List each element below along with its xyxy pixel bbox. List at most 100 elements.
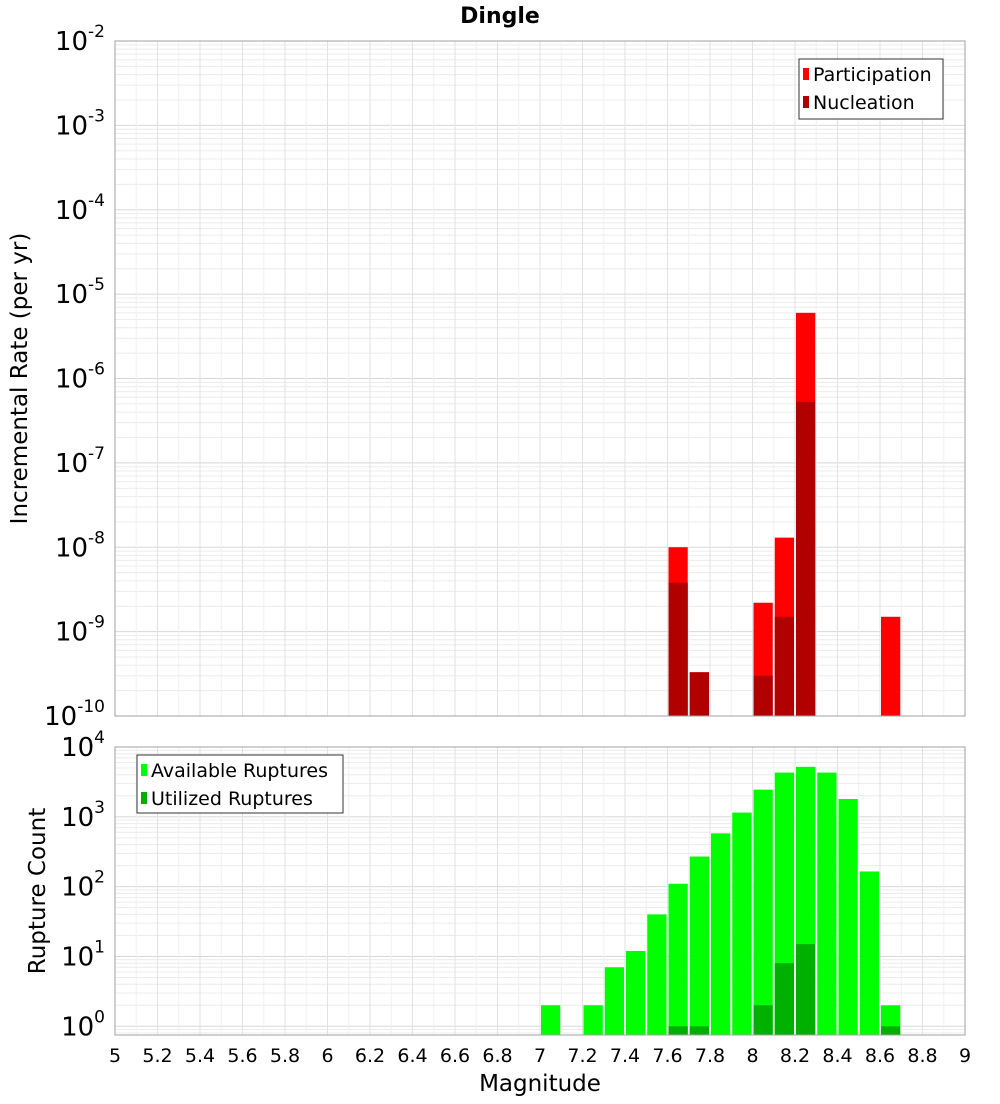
x-tick-label: 7	[534, 1045, 546, 1067]
available-ruptures-bar	[753, 789, 773, 1035]
x-tick-label: 8.4	[822, 1045, 852, 1067]
legend-swatch	[141, 764, 147, 776]
legend-swatch	[141, 792, 147, 804]
y-axis-label-1: Incremental Rate (per yr)	[7, 233, 33, 525]
y-tick-label: 10-5	[55, 275, 105, 310]
legend-entry-label: Utilized Ruptures	[151, 788, 313, 810]
y-tick-base: 10	[55, 27, 88, 57]
grid-1	[114, 40, 966, 717]
x-tick-label: 6.8	[482, 1045, 512, 1067]
chart-title: Dingle	[460, 4, 540, 29]
x-tick-label: 7.6	[652, 1045, 682, 1067]
y-tick-exponent: -2	[88, 22, 105, 42]
y-tick-base: 10	[55, 196, 88, 226]
x-tick-label: 6	[321, 1045, 333, 1067]
legend-entry-label: Nucleation	[813, 92, 915, 114]
available-ruptures-bar	[732, 812, 752, 1035]
utilized-ruptures-bar	[668, 1026, 688, 1035]
y-tick-label: 10-8	[55, 528, 105, 563]
y-axis-label-2: Rupture Count	[25, 808, 51, 974]
y-tick-label: 100	[61, 1007, 105, 1042]
y-tick-label: 10-2	[55, 22, 105, 57]
y-tick-base: 10	[61, 873, 94, 903]
y-tick-exponent: 4	[94, 728, 105, 748]
legend-2: Available Ruptures Utilized Ruptures	[136, 754, 344, 814]
x-tick-label: 6.4	[397, 1045, 427, 1067]
y-tick-label: 10-6	[55, 360, 105, 395]
y-tick-exponent: -9	[88, 613, 105, 633]
available-ruptures-bar	[541, 1005, 561, 1035]
y-tick-label: 101	[61, 937, 105, 972]
available-ruptures-bar	[838, 798, 858, 1035]
utilized-ruptures-bar	[796, 944, 816, 1035]
x-tick-label: 7.2	[567, 1045, 597, 1067]
y-tick-exponent: -5	[88, 275, 105, 295]
y-tick-base: 10	[55, 533, 88, 563]
utilized-ruptures-bar	[881, 1026, 901, 1035]
nucleation-bar	[689, 672, 709, 716]
y-tick-exponent: 2	[94, 868, 105, 888]
y-tick-exponent: -6	[88, 360, 105, 380]
y-tick-label: 10-10	[44, 697, 105, 732]
y-tick-label: 10-9	[55, 613, 105, 648]
utilized-ruptures-bar	[689, 1026, 709, 1035]
available-ruptures-bar	[817, 772, 837, 1035]
legend-swatch	[803, 96, 809, 108]
y-tick-exponent: -3	[88, 106, 105, 126]
y-tick-label: 10-7	[55, 444, 105, 479]
x-tick-label: 8.8	[907, 1045, 937, 1067]
plot-frame-1	[114, 40, 966, 717]
available-ruptures-bar	[626, 950, 646, 1035]
y-tick-exponent: 0	[94, 1007, 105, 1027]
y-tick-label: 10-3	[55, 106, 105, 141]
y-tick-base: 10	[61, 1012, 94, 1042]
y-tick-exponent: -8	[88, 528, 105, 548]
utilized-ruptures-bar	[774, 963, 794, 1035]
y-tick-base: 10	[55, 365, 88, 395]
x-tick-label: 9	[959, 1045, 971, 1067]
available-ruptures-bar	[583, 1005, 603, 1035]
y-tick-base: 10	[61, 733, 94, 763]
bars-1	[668, 312, 901, 716]
y-tick-exponent: 3	[94, 798, 105, 818]
x-tick-label: 6.2	[355, 1045, 385, 1067]
y-tick-exponent: 1	[94, 937, 105, 957]
legend-1: Participation Nucleation	[798, 58, 944, 120]
y-tick-exponent: -7	[88, 444, 105, 464]
y-tick-base: 10	[44, 702, 77, 732]
available-ruptures-bar	[859, 871, 879, 1035]
x-tick-label: 5.2	[142, 1045, 172, 1067]
available-ruptures-bar	[604, 967, 624, 1035]
nucleation-bar	[668, 582, 688, 716]
legend-box	[136, 754, 344, 814]
x-tick-label: 5	[109, 1045, 121, 1067]
x-tick-label: 5.8	[270, 1045, 300, 1067]
x-tick-label: 6.6	[440, 1045, 470, 1067]
y-tick-exponent: -4	[88, 191, 105, 211]
y-tick-base: 10	[61, 942, 94, 972]
bars-2	[541, 766, 901, 1035]
utilized-ruptures-bar	[753, 1005, 773, 1035]
x-axis-label: Magnitude	[479, 1071, 601, 1097]
x-ticks: 5 5.2 5.4 5.6 5.8 6 6.2 6.4 6.6 6.8 7 7.2 7.4 7.6 7.8 8…	[109, 1045, 971, 1067]
y-tick-exponent: -10	[77, 697, 105, 717]
x-tick-label: 5.4	[185, 1045, 215, 1067]
legend-entry-label: Participation	[813, 64, 932, 86]
nucleation-bar	[753, 675, 773, 716]
x-tick-label: 8.6	[865, 1045, 895, 1067]
y-tick-base: 10	[55, 280, 88, 310]
nucleation-bar	[774, 616, 794, 716]
y-tick-label: 102	[61, 868, 105, 903]
legend-entry-label: Available Ruptures	[151, 760, 328, 782]
legend-box	[798, 58, 944, 120]
x-tick-label: 7.4	[610, 1045, 640, 1067]
y-tick-label: 104	[61, 728, 105, 763]
x-tick-label: 8.2	[780, 1045, 810, 1067]
y-tick-base: 10	[61, 803, 94, 833]
plot-frame-2	[114, 746, 966, 1036]
y-tick-base: 10	[55, 449, 88, 479]
